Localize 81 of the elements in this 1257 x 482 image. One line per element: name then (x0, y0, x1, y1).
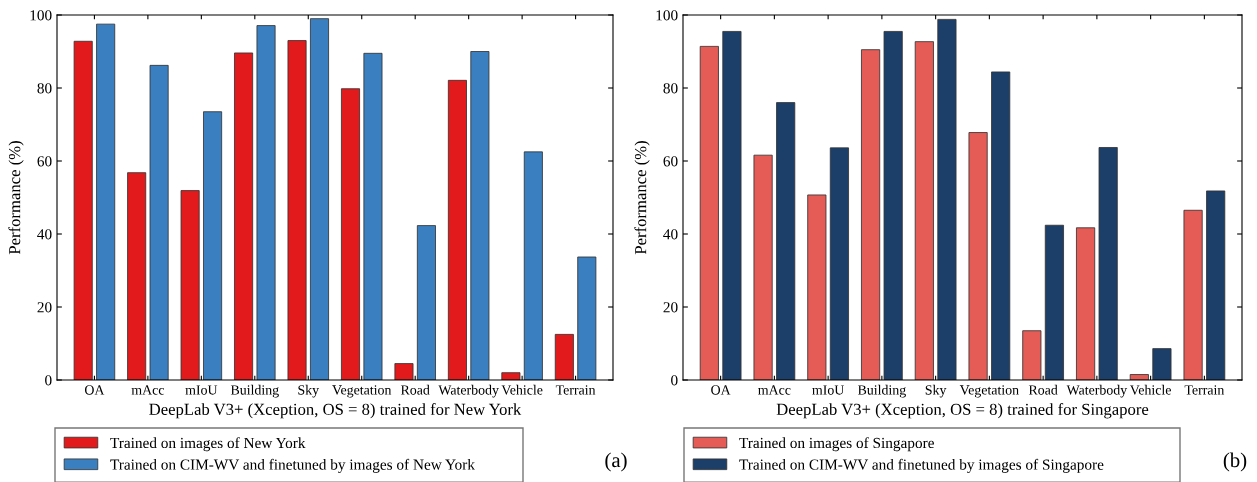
x-tick-label: Road (400, 384, 430, 395)
bar (883, 31, 903, 380)
text: (a) (605, 452, 627, 472)
bar (968, 132, 988, 380)
y-tick-label: 40 (37, 229, 52, 240)
bar (937, 18, 957, 380)
y-axis-title: Performance (%) (8, 141, 24, 255)
bar (416, 225, 436, 380)
x-axis-title: DeepLab V3+ (Xception, OS = 8) trained for Singapore (776, 403, 1149, 419)
bar (127, 172, 147, 380)
y-tick-label: 100 (656, 10, 678, 21)
bar (914, 41, 934, 380)
bar (829, 147, 849, 380)
x-tick-label: mIoU (185, 385, 218, 395)
bar (394, 363, 414, 380)
y-tick-label: 80 (663, 83, 678, 94)
x-tick-label: mAcc (131, 385, 165, 395)
legend-label: Trained on images of New York (110, 437, 306, 452)
bar (341, 88, 361, 380)
x-tick-label: mAcc (758, 385, 791, 395)
bar (807, 194, 827, 380)
bar (861, 49, 881, 380)
x-tick-label: Road (1028, 384, 1058, 395)
x-tick-label: Sky (925, 384, 947, 398)
y-axis-title: Performance (%) (634, 141, 650, 255)
x-axis-title: DeepLab V3+ (Xception, OS = 8) trained for New York (149, 403, 522, 419)
x-tick-label: Building (230, 384, 279, 398)
x-tick-label: OA (711, 385, 731, 395)
x-tick-label: Terrain (1184, 385, 1225, 395)
y-tick-label: 80 (37, 83, 52, 94)
bar (149, 64, 169, 380)
text: (b) (1223, 452, 1247, 472)
bar (501, 372, 521, 380)
bar (309, 18, 329, 380)
x-tick-label: mIoU (812, 385, 845, 395)
x-tick-label: Vehicle (1129, 384, 1171, 395)
y-tick-label: 20 (663, 302, 678, 313)
bar (447, 79, 467, 380)
x-tick-label: Terrain (555, 385, 596, 395)
x-tick-label: Vehicle (501, 384, 543, 395)
bar (1206, 190, 1226, 380)
x-tick-label: Vegetation (332, 385, 392, 398)
bar (523, 151, 543, 380)
bar (776, 102, 796, 380)
y-tick-label: 60 (663, 156, 678, 167)
bar (1098, 147, 1118, 380)
bar (234, 52, 254, 380)
x-tick-label: Vegetation (959, 385, 1019, 398)
legend-label: Trained on CIM-WV and finetuned by images of Singapore (739, 458, 1104, 473)
bar (991, 71, 1011, 380)
bar (1183, 209, 1203, 380)
bar (180, 190, 200, 380)
bar (699, 45, 719, 380)
x-tick-label: Waterbody (438, 384, 499, 398)
bar (1076, 227, 1096, 380)
bar (470, 51, 490, 380)
bar (256, 25, 276, 380)
x-tick-label: Building (857, 384, 906, 398)
legend-label: Trained on images of Singapore (739, 437, 934, 452)
y-tick-label: 40 (663, 229, 678, 240)
y-tick-label: 20 (37, 302, 52, 313)
x-tick-label: Sky (298, 384, 320, 398)
bar (96, 23, 116, 380)
legend-label: Trained on CIM-WV and finetuned by images of New York (110, 458, 475, 473)
bar (1152, 348, 1172, 380)
bar (1044, 224, 1064, 380)
y-tick-label: 0 (45, 375, 52, 386)
bar (753, 154, 773, 380)
y-tick-label: 0 (671, 375, 678, 386)
bar (363, 52, 383, 380)
y-tick-label: 100 (30, 10, 52, 21)
y-tick-label: 60 (37, 156, 52, 167)
x-tick-label: OA (84, 385, 105, 395)
bar (203, 111, 223, 380)
bar (287, 40, 307, 380)
bar (554, 333, 574, 380)
bar (73, 40, 93, 380)
bar (722, 31, 742, 380)
bar (577, 256, 597, 380)
x-tick-label: Waterbody (1066, 384, 1128, 398)
bar (1022, 330, 1042, 380)
